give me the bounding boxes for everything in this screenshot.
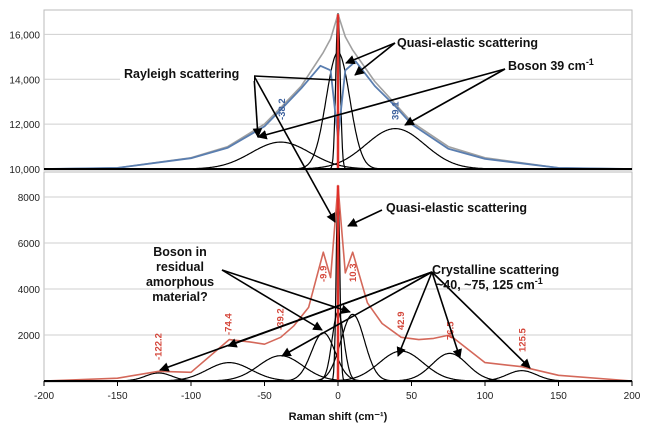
arrow-boson-bottom-1 xyxy=(221,269,323,331)
top-peak-label: 39.1 xyxy=(390,101,401,120)
top-y-tick-labels: 10,000 12,000 14,000 16,000 xyxy=(9,30,40,176)
top-panel-series xyxy=(43,13,633,170)
annotation-boson-top-text: Boson 39 cm xyxy=(508,59,586,73)
bottom-y-tick-label: 4000 xyxy=(18,285,41,296)
annotation-boson-bottom-line2: residual xyxy=(156,260,204,274)
x-tick-label: -150 xyxy=(107,391,127,402)
x-tick-label: 200 xyxy=(624,391,641,402)
arrow-rayleigh-down xyxy=(253,75,336,223)
arrow-rayleigh-right xyxy=(253,75,337,81)
bottom-peak-label: 42.9 xyxy=(396,312,407,331)
annotation-crystalline-1: Crystalline scattering xyxy=(432,263,559,277)
annotation-crystalline-2-sup: -1 xyxy=(535,276,543,286)
arrow-cryst-6 xyxy=(431,271,531,369)
bottom-panel-series xyxy=(43,184,633,382)
bottom-y-tick-label: 6000 xyxy=(18,239,41,250)
annotation-boson-bottom-line1: Boson in xyxy=(153,245,206,259)
top-y-tick-label: 10,000 xyxy=(9,165,40,176)
top-measured-line xyxy=(43,13,633,170)
annotation-quasi-bottom: Quasi-elastic scattering xyxy=(386,201,527,215)
annotation-crystalline-2-text: ~40, ~75, 125 cm xyxy=(436,278,535,292)
arrow-cryst-5 xyxy=(431,271,462,359)
top-peak-label: -38.2 xyxy=(277,98,288,120)
x-tick-label: 0 xyxy=(335,391,341,402)
top-y-tick-label: 12,000 xyxy=(9,120,40,131)
x-tick-labels: -200 -150 -100 -50 0 50 100 150 200 xyxy=(34,381,641,402)
bottom-peak-label: -74.4 xyxy=(224,313,235,335)
bottom-y-tick-label: 2000 xyxy=(18,331,41,342)
top-y-tick-label: 16,000 xyxy=(9,30,40,41)
arrow-boson-bottom-2 xyxy=(221,269,351,314)
x-tick-label: 100 xyxy=(477,391,494,402)
annotation-boson-bottom-line4: material? xyxy=(152,290,208,304)
arrow-rayleigh-left xyxy=(252,75,263,138)
annotation-arrows xyxy=(159,42,531,372)
x-tick-label: -50 xyxy=(257,391,272,402)
bottom-peak-label: -9.9 xyxy=(318,266,329,282)
x-axis-label: Raman shift (cm⁻¹) xyxy=(289,411,388,423)
annotation-boson-bottom: Boson in residual amorphous material? xyxy=(146,245,214,304)
arrow-cryst-2 xyxy=(227,271,433,348)
bottom-peak-label: -39.2 xyxy=(275,308,286,330)
arrow-quasi-top-1 xyxy=(345,42,396,65)
x-tick-label: -200 xyxy=(34,391,54,402)
annotation-boson-top: Boson 39 cm-1 xyxy=(508,57,594,73)
top-peak-labels: -38.2 39.1 xyxy=(277,98,402,120)
x-tick-label: 50 xyxy=(406,391,418,402)
annotation-boson-top-sup: -1 xyxy=(586,57,594,67)
annotation-quasi-top: Quasi-elastic scattering xyxy=(397,36,538,50)
annotation-boson-bottom-line3: amorphous xyxy=(146,275,214,289)
bottom-y-tick-labels: 2000 4000 6000 8000 xyxy=(18,193,41,342)
x-tick-label: -100 xyxy=(181,391,201,402)
arrow-quasi-bottom xyxy=(347,209,383,227)
arrow-boson-top-1 xyxy=(257,68,506,140)
arrow-cryst-4 xyxy=(396,271,433,357)
arrow-quasi-top-2 xyxy=(354,42,396,76)
annotation-rayleigh: Rayleigh scattering xyxy=(124,67,239,81)
x-tick-label: 150 xyxy=(550,391,567,402)
arrow-boson-top-2 xyxy=(404,68,506,126)
bottom-y-tick-label: 8000 xyxy=(18,193,41,204)
annotation-crystalline-2: ~40, ~75, 125 cm-1 xyxy=(436,276,543,292)
bottom-peak-label: 125.5 xyxy=(517,328,528,352)
bottom-peak-label: 10.3 xyxy=(348,264,359,283)
bottom-peak-label: -122.2 xyxy=(153,333,164,360)
top-y-tick-label: 14,000 xyxy=(9,75,40,86)
arrow-cryst-3 xyxy=(281,271,433,357)
